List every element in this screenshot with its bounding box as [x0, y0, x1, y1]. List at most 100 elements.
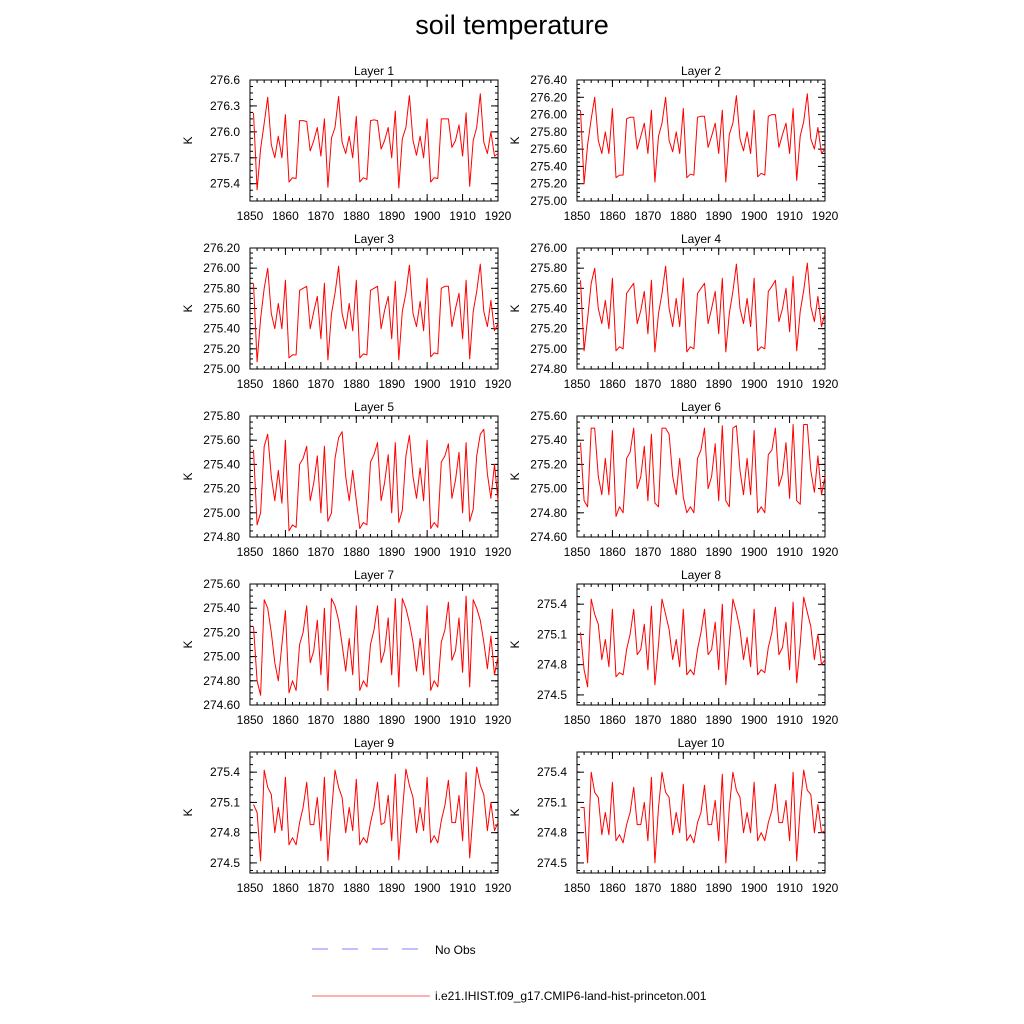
panel-7-xtick-label: 1880 — [343, 713, 370, 727]
panel-2-ytick-label: 276.40 — [530, 73, 567, 87]
panel-9-xtick-label: 1900 — [414, 881, 441, 895]
panel-4-ytick-label: 275.80 — [530, 261, 567, 275]
panel-4-xtick-label: 1890 — [705, 377, 732, 391]
panel-2-ylabel: K — [508, 136, 522, 144]
panel-9-xtick-label: 1850 — [237, 881, 264, 895]
panel-3-xtick-label: 1900 — [414, 377, 441, 391]
panel-1: Layer 1 K 1850 1860 1870 1880 1890 1900 1910 1920… — [181, 64, 512, 223]
panel-1-ytick-label: 276.3 — [210, 99, 240, 113]
panel-8-ytick-label: 274.8 — [537, 658, 567, 672]
panel-1-title: Layer 1 — [354, 64, 394, 78]
panel-6-ytick-label: 275.60 — [530, 409, 567, 423]
panel-10-ytick-label: 274.5 — [537, 856, 567, 870]
panel-8-xtick-label: 1850 — [564, 713, 591, 727]
panel-7-ytick-label: 275.20 — [203, 625, 240, 639]
panel-5-ytick-label: 274.80 — [203, 530, 240, 544]
panel-7-ytick-label: 275.40 — [203, 601, 240, 615]
panel-8-ylabel: K — [508, 640, 522, 648]
panel-6-xtick-label: 1920 — [812, 545, 839, 559]
panel-7-xtick-label: 1850 — [237, 713, 264, 727]
panel-4-ytick-label: 275.20 — [530, 322, 567, 336]
panel-7-title: Layer 7 — [354, 568, 394, 582]
panel-9-ytick-label: 274.5 — [210, 856, 240, 870]
panel-5-series-line — [253, 428, 499, 532]
panel-6-xtick-label: 1890 — [705, 545, 732, 559]
panel-4-ytick-label: 275.60 — [530, 281, 567, 295]
panel-1-xtick-label: 1920 — [485, 209, 512, 223]
panel-4-series-line — [580, 262, 826, 353]
panel-9-ytick-label: 275.4 — [210, 765, 240, 779]
panel-5-xtick-label: 1870 — [308, 545, 335, 559]
panel-3-xtick-label: 1880 — [343, 377, 370, 391]
panel-10-xtick-label: 1910 — [776, 881, 803, 895]
panel-6-xtick-label: 1850 — [564, 545, 591, 559]
panel-7-xtick-label: 1910 — [449, 713, 476, 727]
panel-8-xtick-label: 1900 — [741, 713, 768, 727]
panel-2-ytick-label: 276.20 — [530, 90, 567, 104]
panel-7-ytick-label: 274.60 — [203, 698, 240, 712]
panel-1-ylabel: K — [181, 136, 195, 144]
panel-3-ytick-label: 276.00 — [203, 261, 240, 275]
panel-8-xtick-label: 1920 — [812, 713, 839, 727]
panel-10-series-line — [580, 769, 826, 864]
panel-5-title: Layer 5 — [354, 400, 394, 414]
panel-4-ytick-label: 274.80 — [530, 362, 567, 376]
panel-10-xtick-label: 1880 — [670, 881, 697, 895]
panel-3-ylabel: K — [181, 304, 195, 312]
panel-5-xtick-label: 1920 — [485, 545, 512, 559]
panel-1-xtick-label: 1910 — [449, 209, 476, 223]
panel-9-frame — [249, 751, 499, 874]
panel-7-xtick-label: 1890 — [378, 713, 405, 727]
panel-6-ytick-label: 274.80 — [530, 506, 567, 520]
panel-9-xtick-label: 1910 — [449, 881, 476, 895]
panel-8-frame — [576, 583, 826, 706]
panel-3-ytick-label: 275.60 — [203, 302, 240, 316]
panel-9-xtick-label: 1880 — [343, 881, 370, 895]
panel-4-xtick-label: 1920 — [812, 377, 839, 391]
panel-2-xtick-label: 1920 — [812, 209, 839, 223]
panel-3-xtick-label: 1920 — [485, 377, 512, 391]
panel-9: Layer 9 K 1850 1860 1870 1880 1890 1900 1910 1920… — [181, 736, 512, 895]
legend-run-label: i.e21.IHIST.f09_g17.CMIP6-land-hist-prin… — [435, 989, 707, 1003]
panel-8-ytick-label: 275.1 — [537, 627, 567, 641]
panel-1-xtick-label: 1860 — [272, 209, 299, 223]
panel-8-title: Layer 8 — [681, 568, 721, 582]
panel-9-ytick-label: 275.1 — [210, 795, 240, 809]
panel-10: Layer 10 K 1850 1860 1870 1880 1890 1900 1910 192… — [508, 736, 839, 895]
panel-5-xtick-label: 1850 — [237, 545, 264, 559]
panel-4-ytick-label: 276.00 — [530, 241, 567, 255]
panel-7-xtick-label: 1860 — [272, 713, 299, 727]
panel-6-title: Layer 6 — [681, 400, 721, 414]
panel-10-xtick-label: 1860 — [599, 881, 626, 895]
panel-7-ylabel: K — [181, 640, 195, 648]
panel-7-ytick-label: 275.60 — [203, 577, 240, 591]
panel-2-xtick-label: 1890 — [705, 209, 732, 223]
panel-1-xtick-label: 1880 — [343, 209, 370, 223]
panel-10-title: Layer 10 — [678, 736, 725, 750]
panel-1-xtick-label: 1850 — [237, 209, 264, 223]
panel-6-xtick-label: 1860 — [599, 545, 626, 559]
panel-7-xtick-label: 1870 — [308, 713, 335, 727]
panel-3-ytick-label: 275.40 — [203, 322, 240, 336]
panel-3-series-line — [253, 263, 499, 363]
panel-3-xtick-label: 1860 — [272, 377, 299, 391]
panel-1-xtick-label: 1900 — [414, 209, 441, 223]
panel-2-ytick-label: 275.00 — [530, 194, 567, 208]
panel-10-xtick-label: 1850 — [564, 881, 591, 895]
panel-6-ylabel: K — [508, 472, 522, 480]
panel-7-xtick-label: 1920 — [485, 713, 512, 727]
panel-4-title: Layer 4 — [681, 232, 721, 246]
panel-2-xtick-label: 1850 — [564, 209, 591, 223]
panel-4-xtick-label: 1870 — [635, 377, 662, 391]
page-title: soil temperature — [415, 10, 609, 40]
panel-8-series-line — [580, 596, 826, 688]
panel-3: Layer 3 K 1850 1860 1870 1880 1890 1900 1910 1920… — [181, 232, 512, 391]
panel-2-xtick-label: 1910 — [776, 209, 803, 223]
panel-2-ytick-label: 275.20 — [530, 177, 567, 191]
panel-5-xtick-label: 1860 — [272, 545, 299, 559]
panel-3-ytick-label: 275.20 — [203, 342, 240, 356]
panel-2-ytick-label: 275.40 — [530, 159, 567, 173]
panel-10-frame — [576, 751, 826, 874]
panel-9-xtick-label: 1920 — [485, 881, 512, 895]
